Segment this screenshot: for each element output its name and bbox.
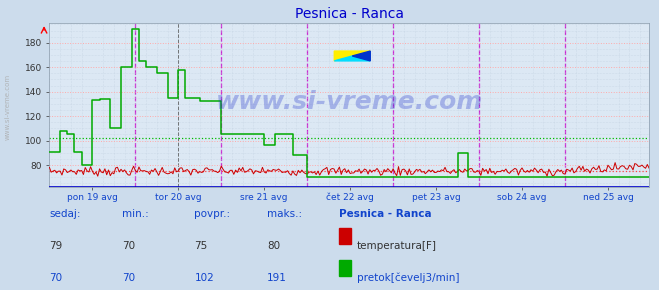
Text: min.:: min.: [122, 209, 149, 219]
Polygon shape [334, 51, 370, 61]
Text: sedaj:: sedaj: [49, 209, 81, 219]
Text: temperatura[F]: temperatura[F] [357, 241, 436, 251]
Text: povpr.:: povpr.: [194, 209, 231, 219]
Text: 70: 70 [49, 273, 63, 282]
Text: 80: 80 [267, 241, 280, 251]
Text: maks.:: maks.: [267, 209, 302, 219]
Text: 75: 75 [194, 241, 208, 251]
Polygon shape [334, 56, 370, 61]
Text: 191: 191 [267, 273, 287, 282]
Text: 102: 102 [194, 273, 214, 282]
Text: www.si-vreme.com: www.si-vreme.com [5, 74, 11, 140]
Text: 79: 79 [49, 241, 63, 251]
Polygon shape [353, 51, 370, 61]
Title: Pesnica - Ranca: Pesnica - Ranca [295, 7, 404, 21]
Text: pretok[čevelj3/min]: pretok[čevelj3/min] [357, 273, 459, 283]
Text: 70: 70 [122, 273, 135, 282]
Text: 70: 70 [122, 241, 135, 251]
Text: www.si-vreme.com: www.si-vreme.com [215, 90, 483, 114]
Text: Pesnica - Ranca: Pesnica - Ranca [339, 209, 432, 219]
